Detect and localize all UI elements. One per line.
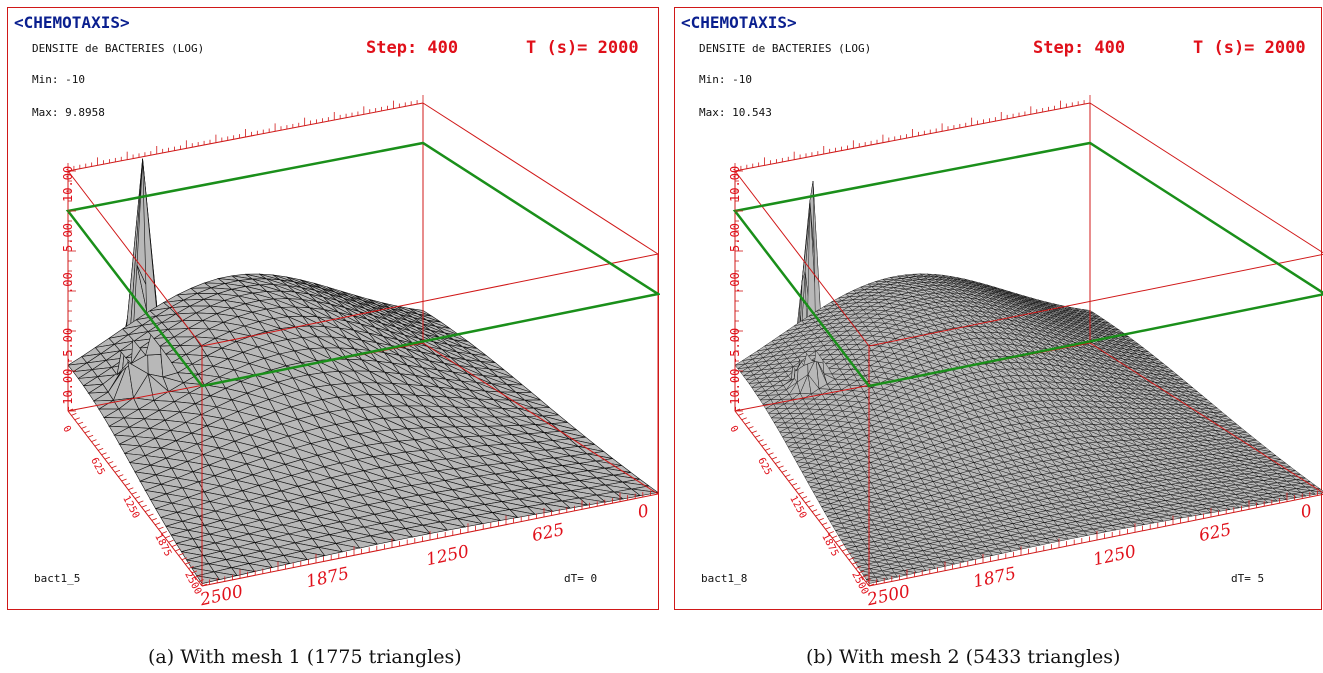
app-title: <CHEMOTAXIS>	[14, 13, 130, 32]
mesh-triangle	[884, 574, 898, 580]
axis-tick	[141, 504, 147, 508]
mesh-triangle	[213, 571, 238, 580]
axis-tick	[188, 566, 194, 569]
mesh-triangle	[595, 494, 623, 503]
mesh-triangle	[369, 535, 395, 545]
reference-plane	[65, 141, 660, 388]
axis-tick	[91, 439, 97, 442]
axis-tick	[165, 535, 171, 539]
axis-tick	[134, 496, 141, 499]
axis-tick	[148, 513, 154, 517]
z-tick-label: -10.00	[61, 368, 75, 412]
axis-tick	[124, 483, 131, 486]
mesh-triangle	[922, 565, 936, 571]
plot-title: DENSITE de BACTERIES (LOG)	[32, 42, 205, 55]
z-tick-label: 5.00	[61, 223, 75, 252]
box-edge	[67, 170, 203, 347]
mesh-triangle	[352, 539, 378, 549]
surface-mesh	[734, 181, 1323, 584]
axis-tick	[71, 413, 77, 416]
axis-tick	[185, 561, 191, 565]
mesh-triangle	[422, 524, 448, 534]
box-edge	[201, 253, 659, 347]
mesh-triangle	[230, 567, 255, 576]
axis-tick	[171, 544, 177, 547]
mesh-triangle	[508, 509, 536, 518]
axis-tick	[178, 553, 184, 556]
axis-tick	[201, 583, 208, 587]
bounding-box	[65, 95, 660, 587]
figure-panel-a: <CHEMOTAXIS> DENSITE de BACTERIES (LOG) …	[7, 7, 660, 610]
box-edge	[422, 342, 659, 495]
mesh-triangle	[561, 500, 588, 509]
mesh-triangle	[335, 542, 360, 553]
axis-tick	[101, 452, 107, 456]
mesh-triangle	[1007, 546, 1022, 552]
axis-tick	[144, 509, 151, 512]
z-tick-label: .00	[61, 272, 75, 294]
axis-tick	[118, 474, 124, 477]
mesh-triangle	[894, 572, 908, 578]
axis-tick	[84, 430, 90, 434]
dt-label: dT= 0	[564, 572, 598, 585]
mesh-triangle	[404, 528, 431, 538]
surface-mesh	[67, 158, 659, 584]
file-name: bact1_5	[34, 572, 81, 585]
mesh-triangle	[456, 518, 483, 528]
mesh-triangle	[969, 554, 984, 561]
axis-tick	[175, 548, 181, 552]
mesh-triangle	[248, 563, 273, 572]
mesh-triangle	[543, 503, 571, 512]
z-tick-label: -5.00	[61, 327, 75, 364]
surface-plot-b	[732, 95, 1323, 587]
axis-tick	[114, 469, 121, 473]
axis-tick	[198, 579, 204, 582]
axis-tick	[74, 417, 80, 421]
box-edge	[422, 102, 659, 255]
axis-tick	[111, 465, 117, 469]
axis-tick	[121, 478, 127, 482]
mesh-triangle	[913, 568, 927, 574]
figure-panel-b: <CHEMOTAXIS> DENSITE de BACTERIES (LOG) …	[674, 7, 1323, 610]
axis-tick	[138, 500, 144, 504]
axis-tick	[151, 518, 157, 521]
axis-tick	[104, 456, 110, 460]
mesh-triangle	[283, 554, 308, 564]
axis-tick	[87, 434, 94, 438]
mesh-triangle	[317, 546, 343, 557]
axis-tick	[191, 570, 198, 574]
mesh-triangle	[578, 497, 606, 506]
mesh-triangle	[387, 531, 413, 541]
axis-tick	[131, 491, 137, 495]
axis-tick	[108, 461, 114, 464]
mesh-triangle	[988, 550, 1003, 556]
axis-tick	[128, 487, 134, 491]
axis-tick	[154, 522, 161, 526]
mesh-triangle	[439, 521, 466, 531]
axis-tick	[158, 526, 164, 530]
mesh-triangle	[960, 557, 974, 563]
mesh-triangle	[875, 576, 889, 582]
axis-tick	[81, 426, 87, 429]
axis-tick	[181, 557, 188, 561]
time-label: T (s)= 2000	[526, 38, 639, 58]
mesh-triangle	[630, 488, 659, 497]
axis-tick	[77, 421, 84, 425]
mesh-triangle	[998, 548, 1012, 554]
axis-tick	[161, 531, 167, 534]
mesh-triangle	[931, 563, 946, 569]
axis-tick	[168, 539, 174, 543]
mesh-triangle	[950, 559, 965, 565]
surface-plot-a	[65, 95, 660, 587]
axis-tick	[94, 443, 100, 447]
mesh-triangle	[474, 515, 501, 525]
step-label: Step: 400	[366, 38, 459, 58]
mesh-triangle	[491, 512, 518, 521]
max-value: Max: 9.8958	[32, 106, 105, 119]
z-tick-label: 10.00	[61, 165, 75, 202]
min-value: Min: -10	[32, 73, 85, 86]
axis-tick	[98, 448, 104, 451]
axis-tick	[195, 574, 201, 578]
